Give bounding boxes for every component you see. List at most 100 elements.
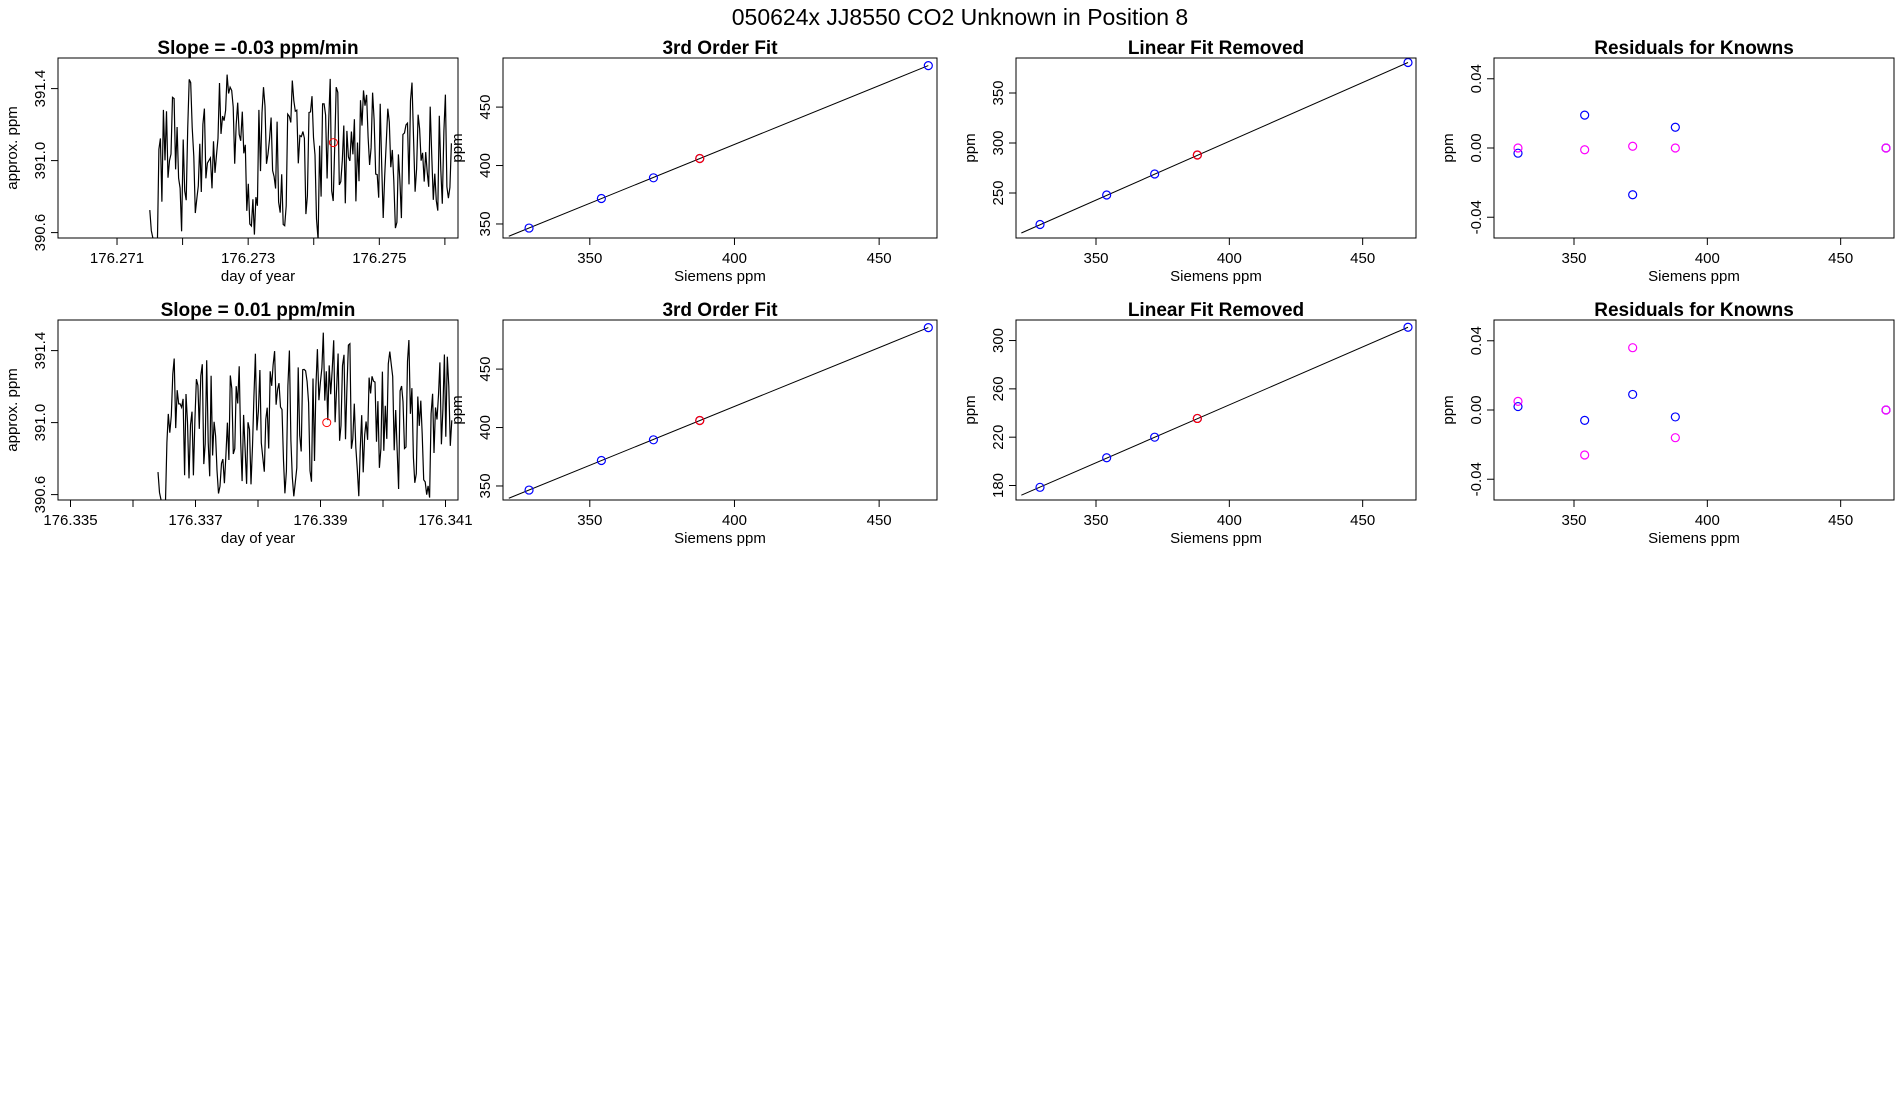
panel-1-1-mean-marker — [328, 138, 338, 148]
panel-1-2-ytick-label: 450 — [477, 95, 494, 120]
panel-1-2-point — [524, 223, 534, 233]
panel-2-2-ytick-label: 350 — [477, 473, 494, 498]
panel-1-4-xtick-label: 400 — [1695, 250, 1720, 267]
panel-2-3-point — [1102, 453, 1112, 463]
panel-2-4-point — [1628, 389, 1638, 400]
panel-2-3-data — [1021, 326, 1409, 496]
panel-1-2-title: 3rd Order Fit — [662, 38, 778, 59]
panel-2-4: Residuals for Knowns 350 400 450 -0.04 0.00 0.… — [1440, 300, 1895, 547]
panel-1-2-xtick-label: 450 — [867, 250, 892, 267]
panel-2-3-point — [1150, 432, 1160, 442]
panel-2-1-data — [157, 332, 453, 500]
panel-2-4-point — [1580, 415, 1590, 425]
panel-2-2-title: 3rd Order Fit — [662, 300, 778, 321]
panel-1-3-data — [1021, 62, 1409, 234]
panel-2-3-ylabel: ppm — [962, 395, 979, 424]
panel-2-4-point — [1670, 433, 1680, 443]
panel-2-1-ytick-label: 390.6 — [32, 476, 49, 514]
panel-1-3-xtick-label: 350 — [1083, 250, 1108, 267]
panel-2-2-point — [923, 322, 933, 333]
panel-2-2-ylabel: ppm — [449, 395, 466, 424]
panel-1-4-point — [1881, 143, 1891, 153]
panel-1-1-frame — [57, 57, 459, 239]
panel-1-2: 3rd Order Fit 350 400 450 350 400 450 Siemens p… — [449, 38, 938, 285]
panel-2-4-ylabel: ppm — [1440, 395, 1457, 424]
panel-1-3-ytick-label: 300 — [990, 130, 1007, 155]
panel-2-2-ytick-label: 400 — [477, 415, 494, 440]
panel-2-1-xtick-label: 176.335 — [43, 512, 97, 529]
panel-2-3: Linear Fit Removed 350 400 450 180 220 260 300 S… — [962, 300, 1417, 547]
panel-1-1: Slope = -0.03 ppm/min 176.271 176.273 176.2… — [4, 38, 459, 285]
panel-2-3-point — [1403, 322, 1413, 332]
panel-2-4-xtick-label: 350 — [1561, 512, 1586, 529]
panel-2-1-ylabel: approx. ppm — [4, 368, 21, 451]
panel-2-3-fit-line — [1021, 326, 1409, 496]
panel-2-1-title: Slope = 0.01 ppm/min — [161, 300, 356, 321]
panel-1-4-point — [1670, 143, 1680, 153]
panel-1-3-ytick-label: 350 — [990, 80, 1007, 105]
panel-2-1-xtick-label: 176.339 — [293, 512, 347, 529]
panel-1-2-ylabel: ppm — [449, 133, 466, 162]
panel-1-2-data — [508, 65, 929, 237]
figure-title: 050624x JJ8550 CO2 Unknown in Position 8 — [732, 4, 1188, 30]
panel-1-1-xtick-label: 176.273 — [221, 250, 275, 267]
panel-2-2-xtick-label: 350 — [577, 512, 602, 529]
panel-1-4-ytick-label: 0.04 — [1468, 64, 1485, 93]
panel-2-1-mean-marker — [322, 418, 332, 428]
panel-1-4-point — [1670, 122, 1680, 132]
panel-2-1-xtick-label: 176.337 — [168, 512, 222, 529]
panel-1-1-xtick-label: 176.275 — [352, 250, 406, 267]
panel-1-1-data — [149, 74, 452, 238]
panel-1-2-fit-line — [508, 65, 929, 237]
panel-1-2-ytick-label: 400 — [477, 153, 494, 178]
panel-2-3-point — [1192, 413, 1202, 424]
panel-1-1-title: Slope = -0.03 ppm/min — [157, 38, 358, 59]
panel-2-4-title: Residuals for Knowns — [1594, 300, 1794, 321]
panel-1-4-point — [1628, 141, 1638, 151]
panel-1-4: Residuals for Knowns 350 400 450 -0.04 0.00 0.… — [1440, 38, 1895, 285]
panel-1-1-trace — [149, 74, 452, 238]
panel-2-2: 3rd Order Fit 350 400 450 350 400 450 Siemens p… — [449, 300, 938, 547]
panel-1-2-point — [923, 60, 933, 71]
panel-2-4-ytick-label: 0.00 — [1468, 395, 1485, 424]
panel-2-3-point — [1035, 482, 1045, 492]
panel-1-3-fit-line — [1021, 62, 1409, 234]
panel-1-3-xtick-label: 450 — [1350, 250, 1375, 267]
panel-2-3-title: Linear Fit Removed — [1128, 300, 1304, 321]
panel-1-1-xlabel: day of year — [221, 268, 295, 285]
panel-2-3-xtick-label: 350 — [1083, 512, 1108, 529]
panel-1-3-point — [1192, 150, 1202, 160]
panel-1-3-xlabel: Siemens ppm — [1170, 268, 1262, 285]
panel-2-2-point — [524, 485, 534, 495]
panel-1-1-ylabel: approx. ppm — [4, 106, 21, 189]
panel-2-4-point — [1580, 450, 1590, 460]
panel-1-2-xtick-label: 400 — [722, 250, 747, 267]
panel-2-2-xtick-label: 400 — [722, 512, 747, 529]
panel-2-4-point — [1670, 412, 1680, 422]
panel-2-2-fit-line — [508, 327, 929, 499]
panel-2-1-xlabel: day of year — [221, 530, 295, 547]
panel-1-4-xtick-label: 350 — [1561, 250, 1586, 267]
panel-2-4-point — [1513, 396, 1523, 406]
panel-1-1-ytick-label: 391.4 — [32, 70, 49, 108]
panel-1-3-point — [1035, 219, 1045, 230]
panel-1-2-xtick-label: 350 — [577, 250, 602, 267]
panel-1-2-frame — [502, 57, 938, 239]
panel-1-4-point — [1580, 145, 1590, 155]
panel-1-2-point — [596, 193, 606, 204]
panel-1-4-ytick-label: -0.04 — [1468, 200, 1485, 234]
panel-2-3-xlabel: Siemens ppm — [1170, 530, 1262, 547]
panel-1-4-xlabel: Siemens ppm — [1648, 268, 1740, 285]
panel-1-4-point — [1628, 190, 1638, 200]
panel-2-3-ytick-label: 220 — [990, 425, 1007, 450]
panel-2-2-frame — [502, 319, 938, 501]
panel-2-3-xtick-label: 450 — [1350, 512, 1375, 529]
panel-1-4-xtick-label: 450 — [1828, 250, 1853, 267]
panel-1-4-point — [1513, 143, 1523, 153]
panel-2-4-ytick-label: 0.04 — [1468, 326, 1485, 355]
panel-1-4-ytick-label: 0.00 — [1468, 133, 1485, 162]
panel-1-3-ytick-label: 250 — [990, 180, 1007, 205]
panel-2-3-ytick-label: 260 — [990, 376, 1007, 401]
